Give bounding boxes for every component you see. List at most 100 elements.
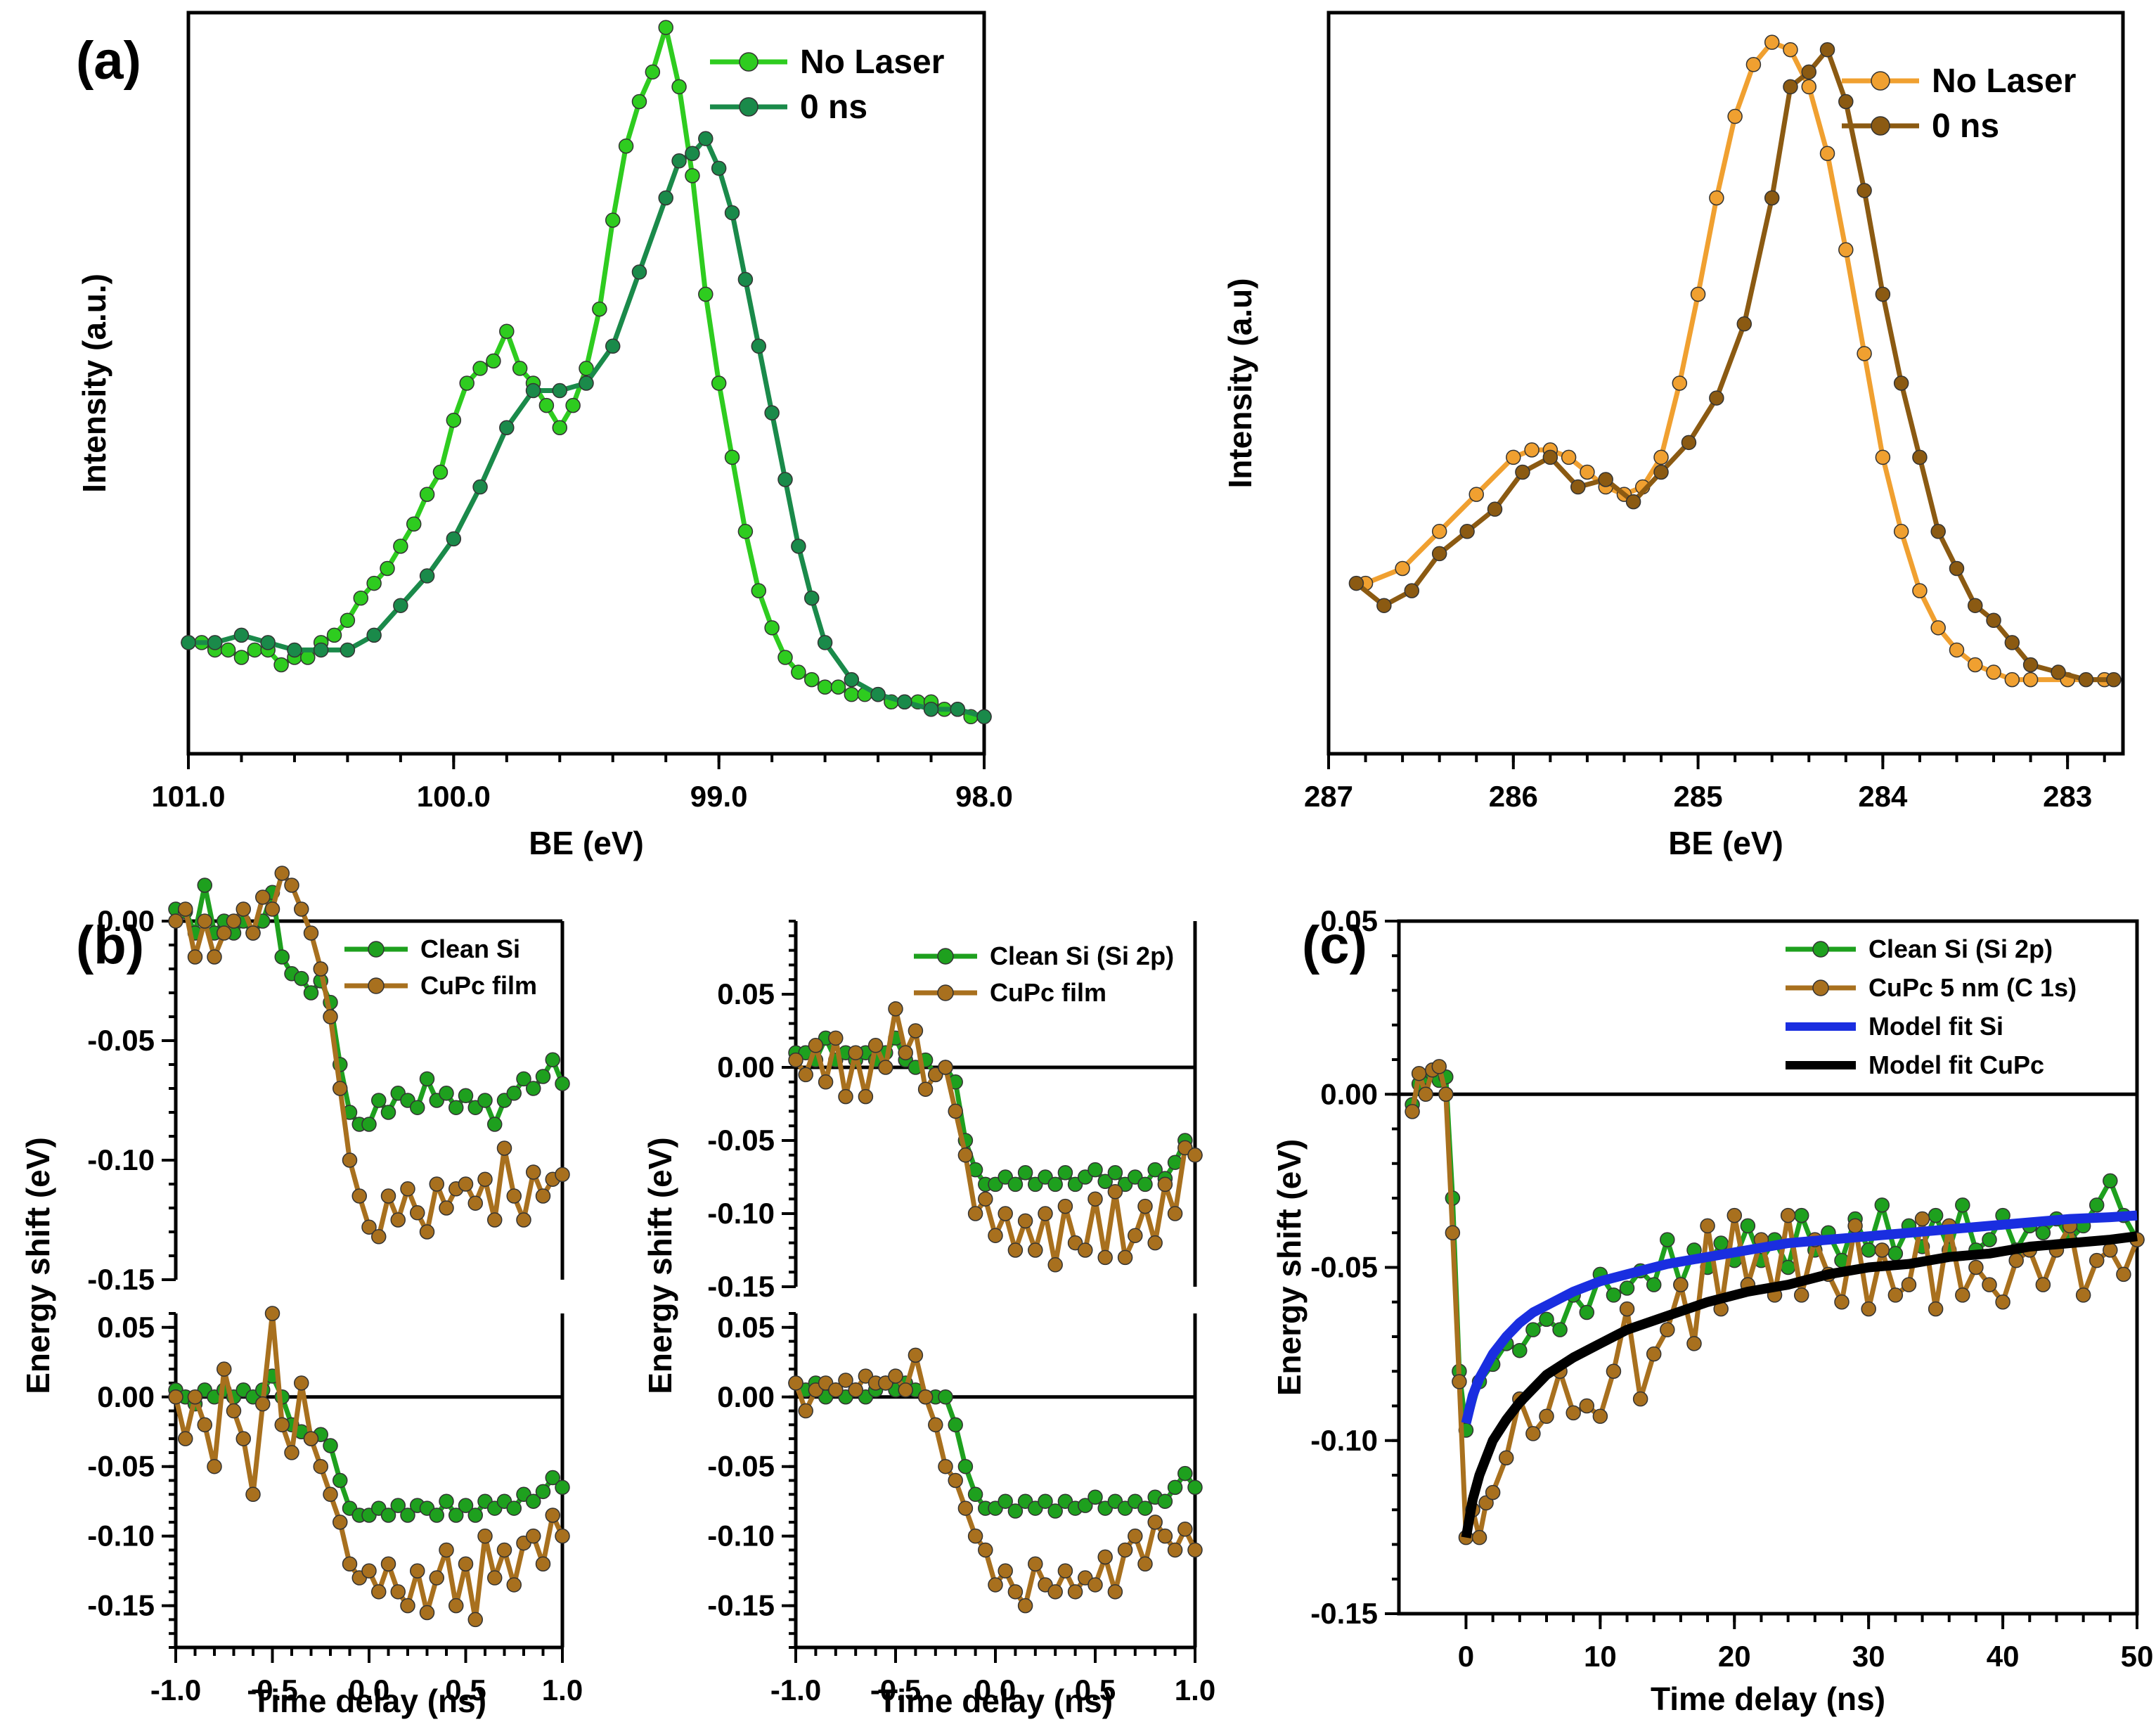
data-point bbox=[1017, 1165, 1033, 1181]
data-point bbox=[1928, 1207, 1944, 1223]
y-tick-label: -0.10 bbox=[87, 1519, 155, 1553]
data-point bbox=[867, 1038, 884, 1053]
data-point bbox=[1157, 1528, 1173, 1544]
data-point bbox=[1078, 1242, 1093, 1258]
data-point bbox=[1438, 1086, 1454, 1102]
data-point bbox=[1968, 1259, 1984, 1275]
data-point bbox=[2089, 1197, 2105, 1213]
y-tick-label: -0.10 bbox=[707, 1197, 775, 1230]
data-point bbox=[429, 1508, 444, 1523]
y-tick-label: -0.15 bbox=[707, 1589, 775, 1622]
data-point bbox=[967, 1528, 983, 1544]
data-point bbox=[287, 642, 302, 658]
data-point bbox=[1579, 1304, 1595, 1320]
data-point bbox=[1801, 64, 1817, 80]
data-point bbox=[419, 1605, 435, 1621]
data-point bbox=[1912, 449, 1928, 465]
data-point bbox=[978, 1542, 993, 1558]
data-point bbox=[366, 627, 382, 643]
data-point bbox=[1875, 449, 1891, 465]
legend-label: CuPc film bbox=[420, 971, 537, 1000]
data-point bbox=[2022, 657, 2039, 673]
x-tick-label: 1.0 bbox=[542, 1673, 583, 1706]
data-point bbox=[888, 1001, 903, 1017]
data-point bbox=[506, 1188, 522, 1204]
data-point bbox=[303, 925, 319, 941]
data-point bbox=[579, 361, 594, 376]
y-tick-label: -0.15 bbox=[707, 1270, 775, 1303]
data-point bbox=[2004, 635, 2020, 650]
data-point bbox=[361, 1563, 377, 1579]
data-point bbox=[788, 1375, 803, 1391]
data-point bbox=[711, 160, 727, 176]
data-point bbox=[878, 1060, 893, 1075]
data-point bbox=[967, 1486, 983, 1503]
data-point bbox=[2078, 671, 2094, 688]
series-line bbox=[188, 136, 985, 719]
data-point bbox=[1107, 1165, 1123, 1181]
data-point bbox=[1007, 1584, 1024, 1600]
data-point bbox=[371, 1584, 387, 1600]
data-point bbox=[380, 560, 395, 577]
data-point bbox=[472, 361, 488, 376]
data-point bbox=[207, 635, 223, 650]
data-point bbox=[1901, 1277, 1917, 1292]
data-point bbox=[516, 1071, 531, 1087]
chart-a-left: 101.0 100.0 99.0 98.0 BE (eV) Intensity (a.u.… bbox=[76, 11, 1013, 861]
data-point bbox=[830, 679, 846, 695]
data-point bbox=[898, 1045, 913, 1060]
data-point bbox=[197, 913, 212, 929]
data-point bbox=[1515, 464, 1530, 480]
data-point bbox=[1097, 1249, 1113, 1266]
legend-item: Model fit Si bbox=[1786, 1012, 2003, 1041]
data-point bbox=[848, 1045, 863, 1060]
data-point bbox=[817, 635, 833, 650]
legend-label: 0 ns bbox=[1932, 108, 1999, 145]
data-point bbox=[506, 1500, 522, 1516]
data-point bbox=[487, 1117, 503, 1132]
data-point bbox=[393, 598, 408, 613]
data-point bbox=[1646, 1346, 1662, 1362]
data-point bbox=[526, 1528, 541, 1544]
data-point bbox=[207, 949, 222, 965]
data-point bbox=[1097, 1174, 1113, 1189]
data-point bbox=[1764, 190, 1780, 206]
data-point bbox=[323, 1438, 338, 1453]
data-point bbox=[419, 487, 435, 502]
data-point bbox=[168, 1389, 183, 1405]
data-point bbox=[579, 375, 594, 391]
data-point bbox=[1783, 79, 1798, 95]
data-point bbox=[458, 1088, 474, 1103]
data-point bbox=[1471, 1529, 1487, 1545]
data-point bbox=[2035, 1277, 2051, 1292]
data-point bbox=[1057, 1198, 1073, 1214]
x-tick-label: 99.0 bbox=[690, 780, 748, 813]
data-point bbox=[1097, 1549, 1113, 1565]
data-point bbox=[788, 1052, 803, 1068]
data-point bbox=[284, 878, 299, 893]
x-axis-label: Time delay (ns) bbox=[878, 1683, 1113, 1719]
data-point bbox=[2116, 1266, 2131, 1283]
legend-label: Model fit Si bbox=[1868, 1012, 2003, 1041]
data-point bbox=[1177, 1465, 1193, 1481]
y-tick-label: -0.05 bbox=[1310, 1251, 1378, 1284]
legend-marker bbox=[1812, 979, 1829, 996]
data-point bbox=[737, 271, 754, 288]
data-point bbox=[1930, 524, 1946, 539]
data-point bbox=[1857, 183, 1872, 198]
x-tick-label: 0 bbox=[1458, 1640, 1474, 1673]
data-point bbox=[1780, 1259, 1796, 1275]
data-point bbox=[168, 913, 183, 929]
data-point bbox=[938, 1389, 953, 1405]
data-point bbox=[448, 1508, 464, 1523]
plot-frame bbox=[1326, 11, 2125, 756]
data-point bbox=[1949, 642, 1965, 658]
legend-label: Model fit CuPc bbox=[1868, 1050, 2044, 1079]
data-point bbox=[791, 539, 806, 554]
legend-label: 0 ns bbox=[800, 89, 867, 126]
series-line bbox=[794, 1380, 1197, 1514]
data-point bbox=[390, 1498, 406, 1513]
data-point bbox=[791, 664, 806, 680]
data-point bbox=[181, 635, 196, 650]
data-point bbox=[313, 1458, 328, 1474]
